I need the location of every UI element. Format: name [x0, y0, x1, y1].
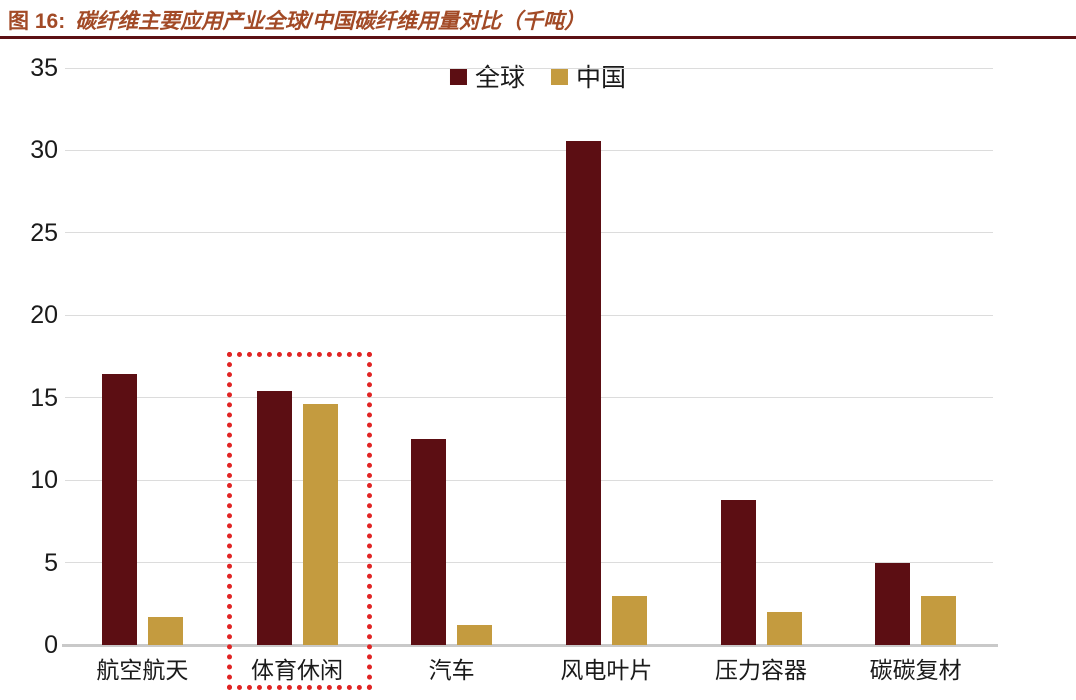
bar-china-3 — [611, 595, 647, 645]
figure-label: 图 16: — [8, 10, 66, 33]
bar-global-2 — [411, 438, 447, 645]
x-category-label: 体育休闲 — [250, 657, 343, 683]
bar-global-4 — [720, 499, 756, 645]
figure-header: 图 16: 碳纤维主要应用产业全球/中国碳纤维用量对比（千吨） — [8, 5, 585, 35]
bar-global-3 — [565, 140, 601, 645]
bar-china-1 — [302, 404, 338, 645]
gridline — [65, 67, 993, 69]
y-tick-label: 30 — [30, 136, 58, 165]
highlight-box — [226, 352, 373, 690]
bar-china-0 — [147, 616, 183, 645]
y-tick-label: 20 — [30, 301, 58, 330]
gridline — [65, 479, 993, 481]
bar-china-5 — [921, 595, 957, 645]
legend-item-china: 中国 — [551, 58, 626, 94]
y-tick-label: 5 — [44, 548, 58, 577]
y-tick-label: 10 — [30, 466, 58, 495]
gridline — [65, 562, 993, 564]
figure-title: 碳纤维主要应用产业全球/中国碳纤维用量对比（千吨） — [75, 10, 586, 33]
gridline — [65, 314, 993, 316]
x-category-label: 航空航天 — [96, 657, 189, 683]
legend-label-china: 中国 — [576, 64, 627, 92]
gridline — [65, 397, 993, 399]
legend-item-global: 全球 — [449, 58, 525, 94]
y-tick-label: 0 — [44, 631, 58, 659]
bar-china-2 — [457, 625, 493, 645]
legend: 全球 中国 — [449, 58, 626, 94]
x-category-label: 风电叶片 — [560, 657, 653, 683]
legend-label-global: 全球 — [474, 64, 525, 92]
legend-swatch-global — [449, 67, 467, 85]
bar-global-1 — [256, 391, 292, 645]
y-tick-label: 15 — [30, 383, 58, 412]
x-category-label: 碳碳复材 — [869, 657, 962, 683]
legend-swatch-china — [551, 67, 568, 85]
bar-global-0 — [101, 373, 137, 645]
bar-china-4 — [766, 612, 802, 645]
bar-global-5 — [875, 562, 911, 645]
x-axis-line — [62, 644, 998, 647]
gridline — [65, 149, 993, 151]
gridline — [65, 232, 993, 234]
x-category-label: 汽车 — [428, 657, 475, 683]
y-tick-label: 35 — [30, 54, 58, 82]
y-tick-label: 25 — [30, 218, 58, 247]
x-category-label: 压力容器 — [714, 657, 807, 683]
title-divider — [0, 36, 1076, 39]
